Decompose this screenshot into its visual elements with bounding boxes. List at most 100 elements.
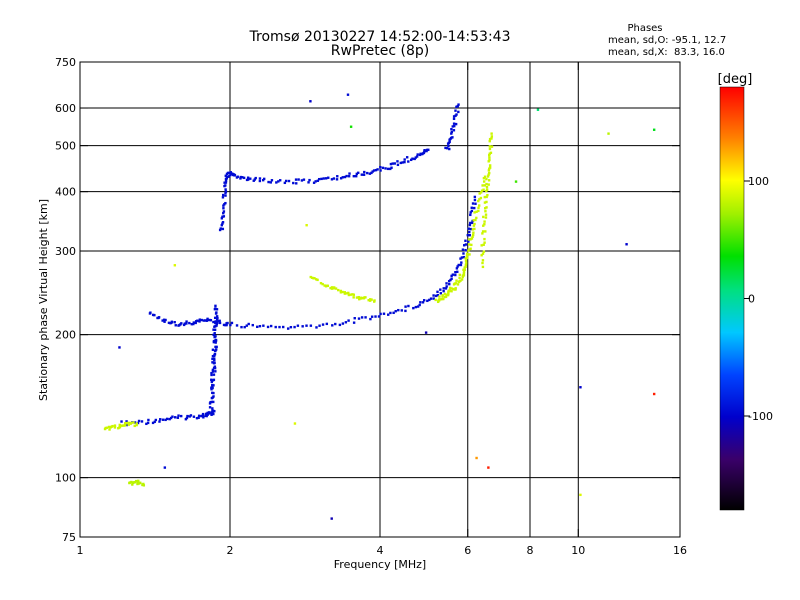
trace-point — [478, 192, 481, 195]
trace-point — [154, 418, 158, 422]
trace-point — [352, 296, 355, 299]
trace-point — [454, 287, 457, 290]
x-tick-label: 4 — [377, 544, 384, 557]
y-tick-label: 600 — [55, 102, 76, 115]
y-axis: 75 100 200 300 400 500 600 750 — [55, 56, 680, 544]
trace-point — [467, 240, 470, 243]
trace-point — [487, 183, 490, 186]
trace-point — [347, 175, 351, 178]
phase-info-o-mode: mean, sd,O: -95.1, 12.7 — [608, 35, 726, 46]
trace-point — [201, 412, 205, 416]
trace-point — [283, 181, 287, 185]
trace-point — [343, 175, 347, 179]
trace-point — [377, 315, 381, 318]
trace-point — [246, 178, 250, 181]
colorbar-ticks: 100 0 -100 — [744, 175, 773, 423]
trace-point — [286, 327, 290, 330]
trace-point — [483, 207, 487, 210]
trace-point — [455, 267, 459, 270]
trace-point — [488, 156, 491, 159]
trace-point — [284, 179, 288, 183]
trace-point — [339, 289, 343, 293]
trace-point — [323, 284, 326, 287]
trace-point — [458, 276, 461, 280]
trace-point — [454, 271, 457, 274]
trace-point — [459, 263, 463, 267]
trace-point — [338, 323, 342, 327]
trace-point — [235, 324, 239, 327]
trace-point — [208, 402, 212, 405]
trace-point — [470, 209, 474, 213]
trace-point — [348, 172, 351, 175]
trace-point — [308, 178, 311, 182]
trace-point — [448, 289, 451, 292]
trace-point — [214, 320, 217, 323]
trace-point — [249, 177, 252, 180]
trace-point — [460, 278, 464, 281]
trace-point — [204, 414, 207, 418]
trace-point — [297, 178, 300, 181]
trace-point — [211, 361, 214, 364]
trace-point — [448, 147, 451, 151]
trace-point — [393, 162, 396, 165]
trace-point — [434, 298, 437, 302]
trace-point — [136, 481, 140, 484]
trace-point — [227, 175, 230, 178]
trace-point — [401, 161, 404, 164]
trace-point — [214, 341, 217, 344]
trace-point — [488, 145, 492, 148]
trace-point — [462, 244, 466, 247]
trace-point — [229, 323, 232, 327]
trace-point — [157, 316, 161, 319]
trace-point — [174, 324, 177, 327]
trace-point — [465, 262, 468, 265]
trace-point — [221, 196, 225, 199]
trace-point — [414, 305, 418, 309]
trace-point — [351, 293, 354, 296]
trace-point — [275, 181, 278, 184]
trace-point — [490, 135, 494, 138]
trace-point — [316, 278, 319, 282]
trace-point — [470, 221, 474, 225]
trace-point — [473, 198, 477, 202]
trace-point — [482, 215, 485, 219]
trace-point — [469, 213, 472, 217]
trace-point — [206, 318, 209, 322]
trace-point — [364, 316, 367, 319]
trace-point — [465, 256, 469, 260]
trace-point — [213, 366, 217, 370]
trace-point — [404, 305, 407, 308]
trace-point — [242, 176, 246, 180]
trace-point — [479, 191, 483, 194]
trace-point — [215, 308, 219, 311]
trace-point — [463, 268, 466, 271]
trace-point — [488, 171, 491, 175]
trace-point — [396, 163, 400, 167]
trace-point — [441, 294, 444, 297]
trace-point — [213, 357, 216, 361]
data-points — [103, 93, 656, 520]
trace-point — [347, 319, 350, 322]
trace-point — [468, 248, 471, 251]
trace-point — [213, 352, 217, 356]
trace-point — [224, 194, 227, 197]
trace-point — [481, 232, 484, 235]
trace-point — [467, 227, 470, 230]
trace-point — [215, 345, 218, 349]
trace-point — [137, 419, 141, 423]
trace-point — [221, 193, 225, 197]
trace-point — [222, 215, 226, 218]
trace-point — [314, 278, 318, 281]
trace-point — [139, 481, 142, 485]
colorbar-bar — [719, 86, 745, 511]
trace-point — [293, 325, 296, 329]
trace-point — [450, 127, 453, 131]
trace-point — [130, 480, 133, 484]
trace-point — [127, 423, 130, 426]
trace-point — [251, 323, 254, 327]
trace-point — [415, 155, 419, 158]
trace-point — [371, 170, 374, 173]
trace-point — [357, 295, 360, 299]
trace-point — [448, 286, 452, 290]
x-axis: 1 2 4 6 8 10 16 — [77, 62, 687, 557]
